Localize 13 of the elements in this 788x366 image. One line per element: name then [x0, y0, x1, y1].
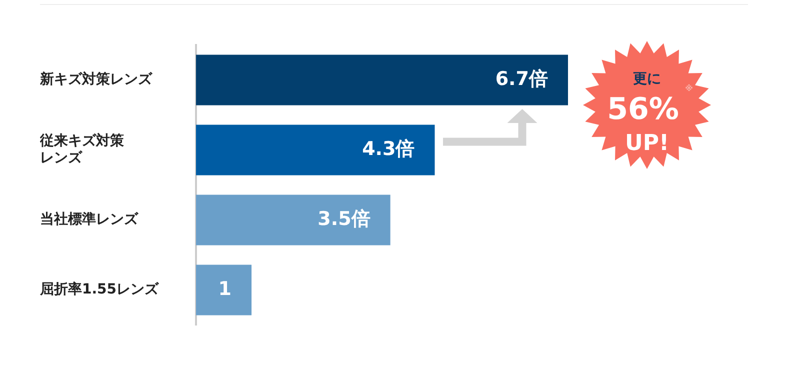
starburst-badge: 更に 56% UP! ※: [583, 41, 711, 169]
y-tick-label: 新キズ対策レンズ: [39, 70, 153, 88]
bar: [196, 194, 390, 246]
y-tick-label: 当社標準レンズ: [40, 212, 139, 228]
y-tick-label: 従来キズ対策レンズ: [39, 132, 125, 166]
y-tick-label: 屈折率1.55レンズ: [39, 280, 160, 298]
data-label: 6.7倍: [495, 68, 548, 90]
data-label: 3.5倍: [318, 208, 370, 230]
bar: [196, 124, 435, 176]
bar: [196, 54, 568, 106]
data-label: 1: [218, 278, 232, 300]
bar: [196, 264, 252, 316]
data-label: 4.3倍: [362, 138, 415, 160]
